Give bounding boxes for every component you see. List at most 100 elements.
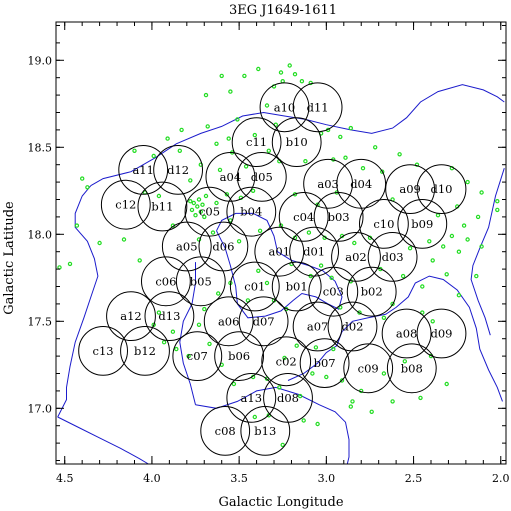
y-tick-label: 18.5 bbox=[28, 141, 53, 154]
pointing-circle-c11 bbox=[231, 117, 282, 168]
pointing-label-d05: d05 bbox=[251, 170, 273, 184]
source-point bbox=[427, 239, 432, 244]
source-point bbox=[186, 353, 191, 359]
y-tick-label: 17.0 bbox=[28, 402, 53, 415]
pointing-label-a09: a09 bbox=[399, 182, 421, 196]
pointing-label-c12: c12 bbox=[115, 198, 136, 212]
pointing-label-a10: a10 bbox=[274, 100, 296, 114]
pointing-label-b02: b02 bbox=[361, 285, 383, 299]
axis-ticks: 4.5 4.0 3.5 3.0 2.5 2.0 17.0 17.5 18.0 18.5 19.0 bbox=[28, 22, 510, 485]
y-axis-label: Galactic Latitude bbox=[2, 201, 17, 315]
source-point bbox=[324, 374, 329, 380]
pointing-circle-a02 bbox=[331, 232, 381, 282]
source-point bbox=[228, 89, 233, 94]
pointing-circle-c02 bbox=[261, 336, 312, 387]
pointing-circle-c08 bbox=[200, 406, 251, 456]
source-point bbox=[461, 223, 467, 228]
pointing-label-d12: d12 bbox=[167, 163, 189, 177]
pointing-label-d08: d08 bbox=[277, 391, 299, 405]
pointing-label-c02: c02 bbox=[276, 354, 297, 368]
pointing-circle-c06 bbox=[141, 256, 191, 307]
source-point bbox=[205, 124, 210, 129]
pointing-circle-d02 bbox=[327, 301, 378, 352]
source-point bbox=[256, 268, 261, 273]
pointing-label-d01: d01 bbox=[303, 245, 325, 259]
source-point bbox=[444, 272, 449, 277]
source-point bbox=[373, 145, 378, 150]
pointing-circle-a12 bbox=[106, 291, 156, 342]
source-point bbox=[350, 399, 355, 404]
source-point bbox=[308, 80, 313, 86]
pointing-circle-a10 bbox=[259, 82, 310, 133]
pointing-label-a11: a11 bbox=[132, 163, 154, 177]
y-tick-label: 18.0 bbox=[28, 228, 53, 241]
source-point bbox=[188, 178, 193, 183]
contour-line-3 bbox=[57, 416, 149, 465]
source-point bbox=[189, 207, 195, 213]
source-point bbox=[79, 176, 85, 181]
source-point bbox=[339, 378, 345, 383]
pointing-circle-a09 bbox=[385, 164, 436, 215]
source-point bbox=[277, 385, 282, 390]
contour-line-2 bbox=[57, 185, 99, 418]
source-point bbox=[151, 322, 156, 327]
pointing-label-c08: c08 bbox=[215, 424, 236, 438]
pointing-label-b07: b07 bbox=[314, 356, 336, 370]
source-point bbox=[193, 212, 198, 218]
source-point bbox=[299, 78, 305, 84]
source-point bbox=[280, 442, 285, 448]
source-point bbox=[444, 381, 449, 387]
contour-line-7 bbox=[341, 275, 503, 402]
source-point bbox=[400, 273, 406, 279]
pointing-label-d06: d06 bbox=[212, 240, 234, 254]
pointing-circle-b01 bbox=[271, 261, 322, 312]
x-tick-label: 2.5 bbox=[405, 472, 423, 485]
source-point bbox=[315, 421, 320, 427]
source-point bbox=[456, 293, 462, 298]
source-point bbox=[198, 209, 203, 214]
source-point bbox=[264, 280, 270, 286]
pointing-circle-a13 bbox=[226, 373, 277, 423]
source-point bbox=[85, 185, 90, 190]
pointing-label-d09: d09 bbox=[431, 327, 453, 341]
source-point bbox=[177, 148, 182, 153]
pointing-labels: a10 d11 c11 b10 a11 d12 a04 d05 a03 d04 a09 d10 c12 b… bbox=[93, 100, 453, 438]
source-point bbox=[449, 233, 455, 239]
source-point bbox=[210, 230, 216, 235]
source-point bbox=[430, 319, 435, 324]
source-point bbox=[348, 404, 353, 409]
source-point bbox=[132, 148, 137, 153]
source-point bbox=[397, 152, 402, 157]
source-point bbox=[479, 244, 484, 249]
source-point bbox=[475, 214, 481, 220]
source-point bbox=[479, 190, 484, 195]
pointing-circle-b11 bbox=[137, 181, 188, 232]
pointing-circle-b04 bbox=[226, 186, 277, 237]
source-point bbox=[161, 340, 167, 345]
source-point bbox=[174, 346, 179, 352]
source-point bbox=[243, 164, 249, 169]
pointing-circle-c01 bbox=[229, 261, 280, 312]
pointing-label-b11: b11 bbox=[151, 200, 173, 214]
contour-line-8 bbox=[470, 168, 505, 336]
pointing-circle-c10 bbox=[359, 199, 409, 249]
source-point bbox=[224, 192, 230, 197]
pointing-circle-a07 bbox=[292, 301, 343, 352]
source-point bbox=[390, 301, 395, 307]
source-point bbox=[495, 198, 500, 204]
pointing-circle-c07 bbox=[172, 331, 223, 382]
source-point bbox=[196, 322, 202, 327]
source-point bbox=[215, 291, 221, 296]
source-point bbox=[202, 214, 207, 220]
source-point bbox=[235, 117, 240, 122]
pointing-circle-d12 bbox=[153, 145, 204, 195]
pointing-circle-d13 bbox=[144, 291, 195, 342]
source-point bbox=[242, 73, 247, 79]
source-point bbox=[151, 153, 156, 159]
pointing-label-d03: d03 bbox=[382, 250, 404, 264]
pointing-label-a05: a05 bbox=[176, 240, 198, 254]
source-point bbox=[188, 198, 193, 204]
pointing-circle-c03 bbox=[308, 266, 359, 317]
source-point bbox=[390, 399, 395, 404]
source-point bbox=[231, 381, 237, 387]
